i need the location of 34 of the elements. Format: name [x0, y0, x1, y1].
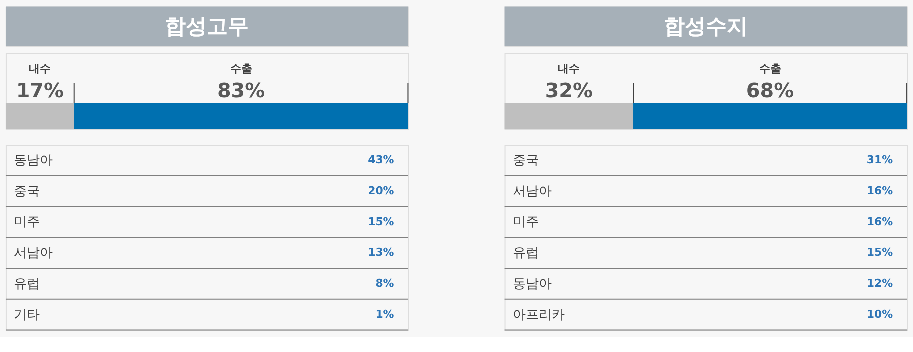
category-label: 유럽 — [14, 276, 40, 292]
data-label: 17% — [16, 79, 64, 102]
category-label: 동남아 — [14, 154, 53, 169]
text: 수출 — [230, 62, 252, 76]
text: 15% — [866, 246, 894, 260]
data-label: 32% — [545, 79, 594, 102]
text: 1% — [376, 308, 394, 321]
text: 16% — [866, 215, 894, 228]
category-label: 중국 — [512, 154, 539, 169]
text: 13% — [368, 246, 394, 260]
text: 43% — [368, 154, 394, 167]
chart-title: 합성수지 — [664, 14, 748, 39]
text: 16% — [866, 184, 894, 198]
text: 8% — [376, 276, 394, 290]
category-label: 미주 — [512, 215, 539, 230]
data-label: 83% — [217, 79, 266, 102]
text: 31% — [866, 154, 894, 167]
data-label: 68% — [746, 79, 794, 102]
chart-title: 합성고무 — [165, 14, 250, 39]
category-label: 중국 — [14, 184, 40, 200]
category-label: 동남아 — [512, 276, 552, 292]
text: 15% — [368, 215, 394, 228]
category-label: 서남아 — [512, 184, 552, 200]
text: 20% — [368, 184, 394, 198]
category-label: 기타 — [14, 308, 40, 323]
category-label: 서남아 — [14, 246, 53, 262]
category-label: 유럽 — [512, 246, 539, 262]
text: 수출 — [759, 62, 782, 76]
category-label: 미주 — [14, 215, 40, 230]
text: 12% — [866, 276, 894, 290]
text: 내수 — [29, 62, 52, 76]
text: 10% — [866, 308, 894, 321]
text: 내수 — [558, 62, 580, 76]
category-label: 아프리카 — [512, 308, 565, 323]
